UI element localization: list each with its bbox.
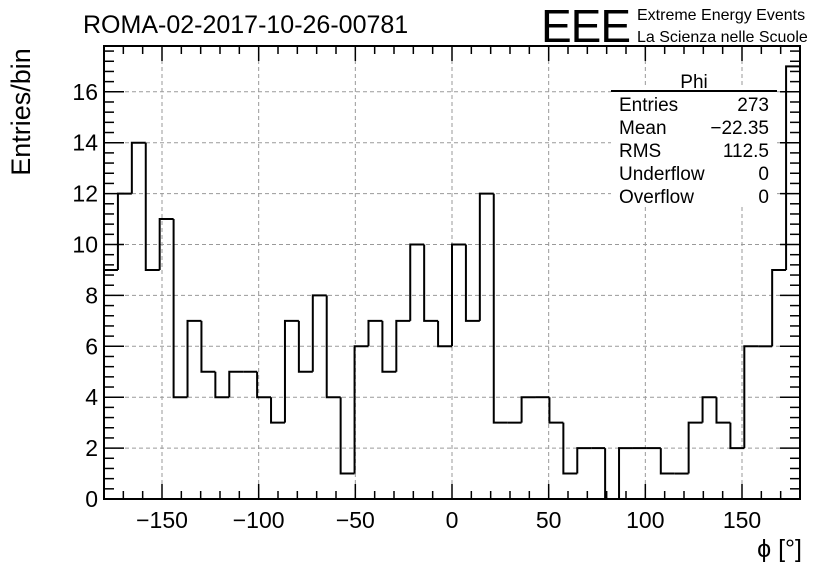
histogram-bin: [478, 192, 494, 321]
histogram-bin: [381, 320, 397, 373]
histogram-bin: [172, 219, 188, 399]
stats-value: 0: [758, 164, 769, 185]
histogram-bin: [576, 447, 592, 474]
histogram-bin: [715, 397, 731, 424]
tick-labels: −150 −100 −50 0 50 100 150 0 2 4 6 8 10 12 14 16: [72, 79, 761, 533]
histogram-bin: [283, 319, 299, 423]
eee-logo-line1: Extreme Energy Events: [637, 7, 805, 24]
stats-label: Underflow: [619, 164, 705, 185]
x-axis-label: ϕ [°]: [757, 535, 802, 563]
histogram-bin: [214, 371, 230, 399]
y-tick-label: 8: [85, 282, 98, 308]
stats-value: 112.5: [723, 141, 769, 162]
stats-value: −22.35: [710, 118, 769, 139]
x-tick-label: 150: [723, 507, 761, 533]
stats-label: RMS: [619, 141, 661, 162]
stats-label: Entries: [619, 95, 678, 116]
stats-value: 273: [737, 95, 769, 116]
y-tick-label: 0: [85, 486, 98, 512]
stats-box-title: Phi: [680, 72, 707, 93]
y-tick-label: 14: [72, 130, 98, 156]
histogram-bin: [437, 320, 452, 348]
histogram-bin: [297, 320, 313, 373]
histogram-bin: [562, 422, 578, 475]
histogram-bin: [771, 268, 787, 347]
histogram-bin: [270, 397, 285, 424]
histogram-bin: [311, 294, 327, 372]
histogram-bin: [492, 193, 508, 424]
histogram-bin: [353, 345, 369, 474]
eee-logo: EEE Extreme Energy Events La Scienza nel…: [541, 0, 808, 52]
histogram-bin: [228, 370, 244, 398]
stats-box-background: [611, 86, 777, 206]
histogram-bin: [367, 319, 383, 347]
histogram-bin: [701, 396, 717, 423]
y-axis-label: Entries/bin: [6, 48, 36, 176]
axis-ticks: [103, 46, 801, 500]
histogram-bin: [200, 320, 216, 373]
stats-value: 0: [758, 187, 769, 208]
histogram-bin: [548, 397, 564, 424]
x-tick-label: −150: [136, 507, 188, 533]
histogram-bin: [256, 371, 272, 399]
y-tick-label: 4: [85, 384, 98, 410]
y-tick-label: 2: [85, 435, 98, 461]
eee-logo-line2: La Scienza nelle Scuole: [637, 29, 808, 46]
histogram-bin: [729, 422, 745, 450]
x-tick-label: 50: [536, 507, 562, 533]
x-tick-label: 100: [626, 507, 664, 533]
histogram-bin: [103, 268, 118, 499]
x-tick-label: −50: [336, 507, 375, 533]
histogram-bin: [186, 319, 202, 398]
histogram-bin: [687, 421, 703, 474]
histogram-bin: [785, 65, 801, 499]
histogram-bin: [618, 447, 633, 499]
histogram-bin: [144, 142, 160, 271]
histogram-bin: [451, 243, 466, 347]
y-tick-label: 16: [72, 79, 98, 105]
y-tick-label: 10: [72, 232, 98, 258]
histogram-bin: [325, 295, 341, 399]
histogram-bin: [743, 345, 759, 449]
stats-label: Overflow: [619, 187, 694, 208]
stats-label: Mean: [619, 118, 667, 139]
histogram-bin: [395, 319, 411, 372]
y-tick-label: 12: [72, 181, 98, 207]
stats-box: Phi Entries 273 Mean −22.35 RMS 112.5 Underflo…: [611, 72, 777, 208]
stats-rows: Entries 273 Mean −22.35 RMS 112.5 Underflow 0 Ov…: [619, 95, 769, 208]
x-tick-label: −100: [233, 507, 285, 533]
y-tick-label: 6: [85, 333, 98, 359]
histogram-bin: [659, 448, 675, 475]
histogram-bin: [339, 397, 355, 475]
histogram-bin: [464, 244, 480, 322]
histogram-bin: [116, 192, 132, 270]
histogram-bin: [409, 243, 425, 321]
eee-logo-mark: EEE: [541, 0, 630, 52]
x-tick-label: 0: [446, 507, 459, 533]
histogram-bin: [130, 141, 146, 194]
chart-title: ROMA-02-2017-10-26-00781: [83, 11, 408, 39]
histogram-bin: [158, 218, 174, 270]
histogram-bin: [520, 396, 536, 423]
histogram-bin: [423, 244, 439, 322]
